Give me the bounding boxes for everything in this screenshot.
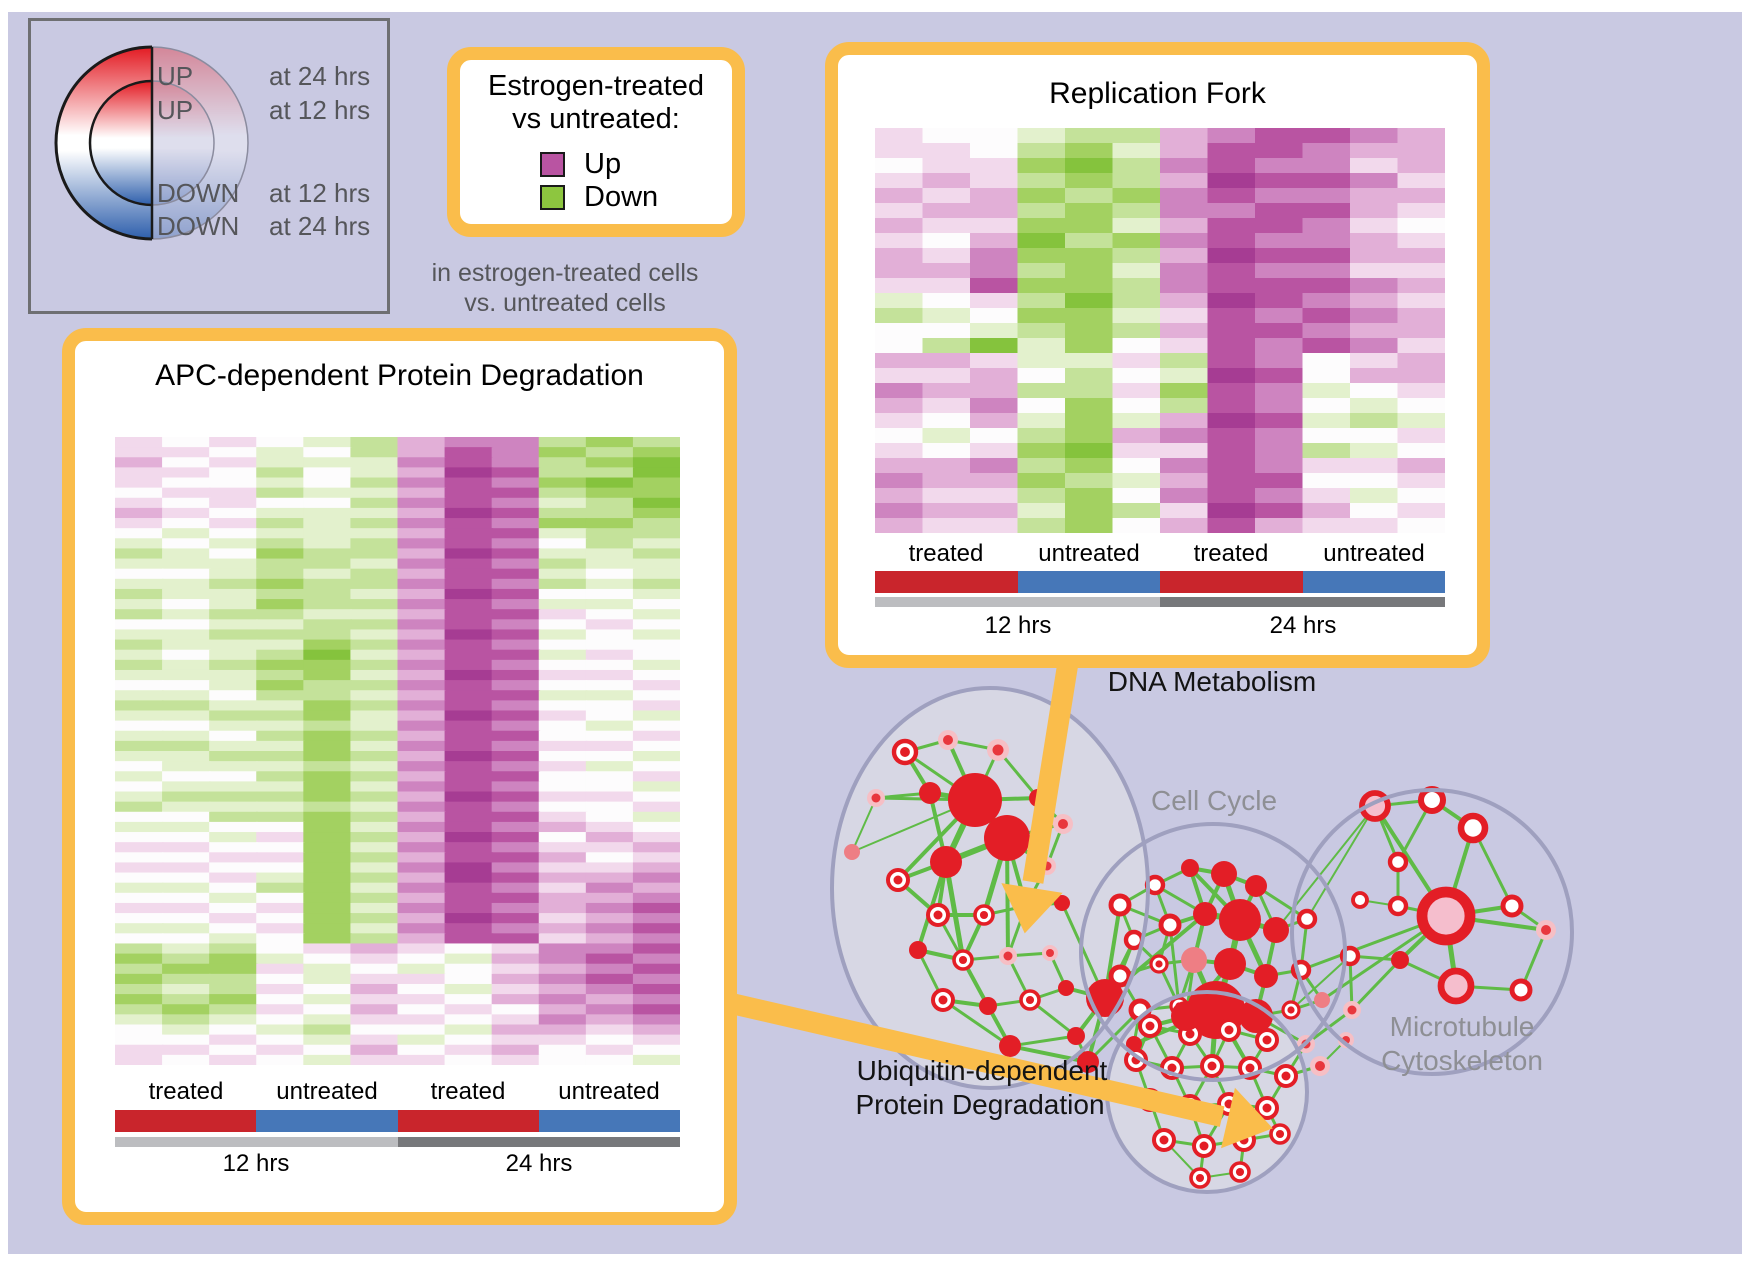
legend-caption-line2: vs. untreated cells [464, 289, 666, 317]
time-bar-segment [1160, 597, 1445, 607]
replication-heatmap [875, 128, 1445, 533]
apc-heatmap [115, 437, 680, 1065]
apc-cond-label-2: untreated [276, 1078, 378, 1105]
replication-panel-title: Replication Fork [1049, 77, 1266, 110]
rep-cond-label-3: treated [1193, 540, 1269, 567]
rep-time-label-24: 24 hrs [1269, 612, 1337, 639]
updown-ring-icon [54, 45, 249, 241]
legend-up-12-dir: UP [157, 95, 194, 125]
apc-panel-title: APC-dependent Protein Degradation [155, 359, 644, 392]
legend-down-12-time: at 12 hrs [269, 178, 371, 208]
estrogen-legend-title-line1: Estrogen-treated [487, 70, 704, 102]
rep-time-bar [875, 597, 1445, 607]
apc-time-label-12: 12 hrs [222, 1150, 290, 1177]
condition-bar-segment [1160, 571, 1303, 593]
legend-down-12-dir: DOWN [157, 178, 240, 208]
condition-bar-segment [1302, 571, 1445, 593]
estrogen-legend-box: Estrogen-treated vs untreated: Up Down [447, 47, 745, 237]
apc-condition-bar [115, 1110, 680, 1132]
time-bar-segment [115, 1137, 398, 1147]
replication-fork-panel: Replication Fork treated untreated treat… [825, 42, 1490, 668]
condition-bar-segment [1017, 571, 1160, 593]
condition-bar-segment [875, 571, 1018, 593]
condition-bar-segment [256, 1110, 398, 1132]
rep-cond-label-2: untreated [1038, 540, 1140, 567]
condition-bar-segment [115, 1110, 257, 1132]
apc-time-bar [115, 1137, 680, 1147]
legend-up-24-time: at 24 hrs [269, 61, 371, 91]
apc-time-label-24: 24 hrs [505, 1150, 573, 1177]
updown-legend-box: UP at 24 hrs UP at 12 hrs DOWN at 12 hrs… [28, 18, 698, 317]
rep-cond-label-4: untreated [1323, 540, 1425, 567]
legend-down-24-dir: DOWN [157, 211, 240, 241]
apc-cond-label-4: untreated [558, 1078, 660, 1105]
legend-up-12-time: at 12 hrs [269, 95, 371, 125]
condition-bar-segment [397, 1110, 539, 1132]
down-swatch-label: Down [584, 181, 659, 213]
legend-down-24-time: at 24 hrs [269, 211, 371, 241]
legend-up-24-dir: UP [157, 61, 194, 91]
apc-cond-label-3: treated [430, 1078, 506, 1105]
rep-condition-bar [875, 571, 1445, 593]
rep-cond-label-1: treated [908, 540, 984, 567]
time-bar-segment [875, 597, 1160, 607]
down-color-swatch [540, 185, 565, 210]
rep-time-label-12: 12 hrs [984, 612, 1052, 639]
legend-caption-line1: in estrogen-treated cells [431, 259, 699, 287]
condition-bar-segment [538, 1110, 680, 1132]
estrogen-legend-title-line2: vs untreated: [512, 103, 680, 135]
apc-degradation-panel: APC-dependent Protein Degradation treate… [62, 328, 737, 1225]
up-color-swatch [540, 152, 565, 177]
time-bar-segment [397, 1137, 680, 1147]
up-swatch-label: Up [584, 148, 622, 180]
apc-cond-label-1: treated [148, 1078, 224, 1105]
